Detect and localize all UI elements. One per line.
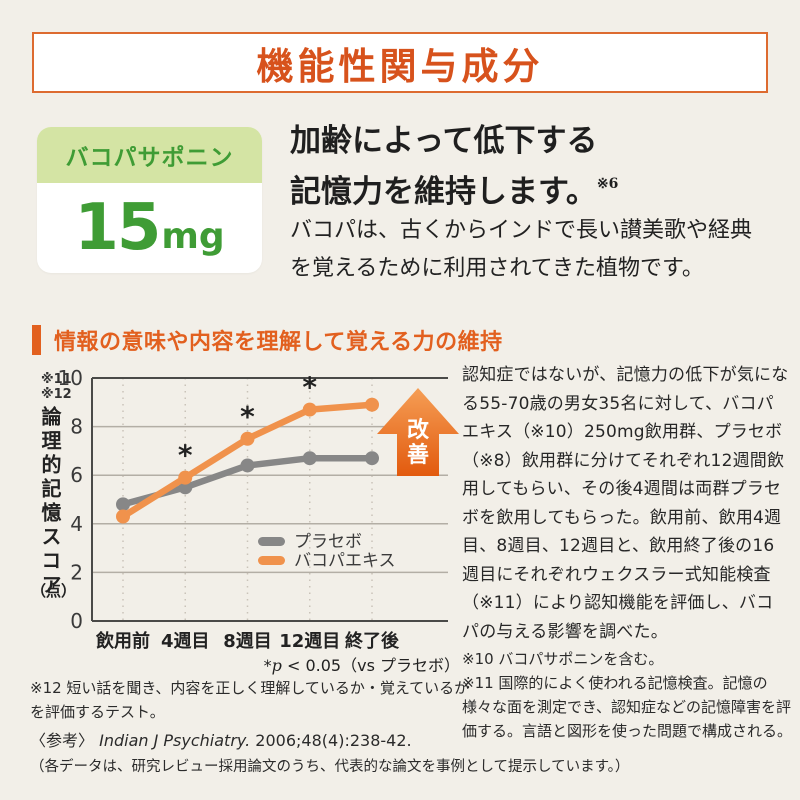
memory-score-chart: ※11 ※12 論理的記憶スコア （点） 0 2 4 6 8 10 飲用前 4週目 8週目 12週… [25,358,460,683]
placebo-point [116,497,130,512]
section-heading: 情報の意味や内容を理解して覚える力の維持 [32,324,503,356]
legend-swatch-bacopa-extract [258,556,285,565]
x-tick-label: 4週目 [161,631,210,652]
footnotes-right: ※10 バコパサポニンを含む。 ※11 国際的によく使われる記憶検査。記憶の様々… [462,647,794,743]
bacopa-extract-point [116,509,130,524]
headline: 加齢によって低下する 記憶力を維持します。※6 [290,120,618,214]
section-title: 情報の意味や内容を理解して覚える力の維持 [54,330,503,355]
ingredient-amount: 15 mg [37,183,262,273]
ingredient-card-header: バコパサポニン [37,127,262,183]
placebo-point [365,451,379,466]
header-banner: 機能性関与成分 [32,32,768,93]
x-tick-label: 8週目 [223,631,272,652]
x-tick-label: 終了後 [345,630,400,652]
y-tick-label: 8 [70,415,83,439]
lead-line1: バコパは、古くからインドで長い讃美歌や経典 [290,218,753,243]
significance-note: *p < 0.05（vs プラセボ） [263,656,460,675]
legend-label-bacopa-extract: バコパエキス [294,551,396,571]
headline-note-ref: ※6 [596,176,619,192]
page-title: 機能性関与成分 [256,43,544,88]
headline-line2: 記憶力を維持します。 [290,174,597,210]
y-axis-unit: （点） [31,582,77,600]
y-tick-label: 6 [70,463,83,487]
reference-line: 〈参考〉 Indian J Psychiatry. 2006;48(4):238… [30,727,412,751]
placebo-point [240,458,255,473]
reference-journal: Indian J Psychiatry. [99,731,251,750]
bacopa-extract-point [240,431,255,446]
placebo-point [302,451,317,466]
improvement-label: 善 [407,442,429,468]
bacopa-extract-point [178,470,193,485]
reference-detail: 2006;48(4):238-42. [250,731,412,750]
ingredient-amount-value: 15 [74,191,161,265]
significance-marker: * [240,400,255,433]
legend-label-placebo: プラセボ [294,532,362,552]
significance-marker: * [302,371,317,404]
ingredient-amount-unit: mg [161,216,225,257]
y-tick-label: 10 [58,366,83,390]
improvement-label: 改 [407,417,430,443]
lead-text: バコパは、古くからインドで長い讃美歌や経典 を覚えるために利用されてきた植物です… [290,212,752,288]
footnote-10: ※10 バコパサポニンを含む。 [462,650,664,668]
ingredient-name: バコパサポニン [65,145,234,171]
y-axis-title: 論理的記憶スコア [38,406,62,598]
reference-label: 〈参考〉 [30,731,95,750]
section-accent-bar [32,325,41,355]
chart-footnote-refs: ※11 ※12 [41,372,72,402]
y-tick-label: 4 [70,512,83,536]
placebo-point [178,480,193,495]
lead-line2: を覚えるために利用されてきた植物です。 [290,256,704,281]
x-tick-label: 飲用前 [95,630,150,652]
ingredient-card: バコパサポニン 15 mg [37,127,262,273]
headline-line1: 加齢によって低下する [290,123,598,159]
bacopa-extract-point [302,402,317,417]
y-tick-label: 2 [70,560,83,584]
significance-marker: * [178,439,193,472]
y-tick-label: 0 [70,609,83,633]
legend-swatch-placebo [258,537,285,546]
bacopa-extract-point [365,397,379,412]
improvement-arrow [377,388,459,476]
x-tick-label: 12週目 [279,631,340,652]
data-disclaimer: （各データは、研究レビュー採用論文のうち、代表的な論文を事例として提示しています… [30,759,630,775]
footnote-11: ※11 国際的によく使われる記憶検査。記憶の様々な面を測定でき、認知症などの記憶… [462,674,793,740]
footnote-12: ※12 短い話を聞き、内容を正しく理解しているか・覚えているかを評価するテスト。 [30,679,470,721]
study-description: 認知症ではないが、記憶力の低下が気になる55-70歳の男女35名に対して、バコパ… [462,365,789,642]
